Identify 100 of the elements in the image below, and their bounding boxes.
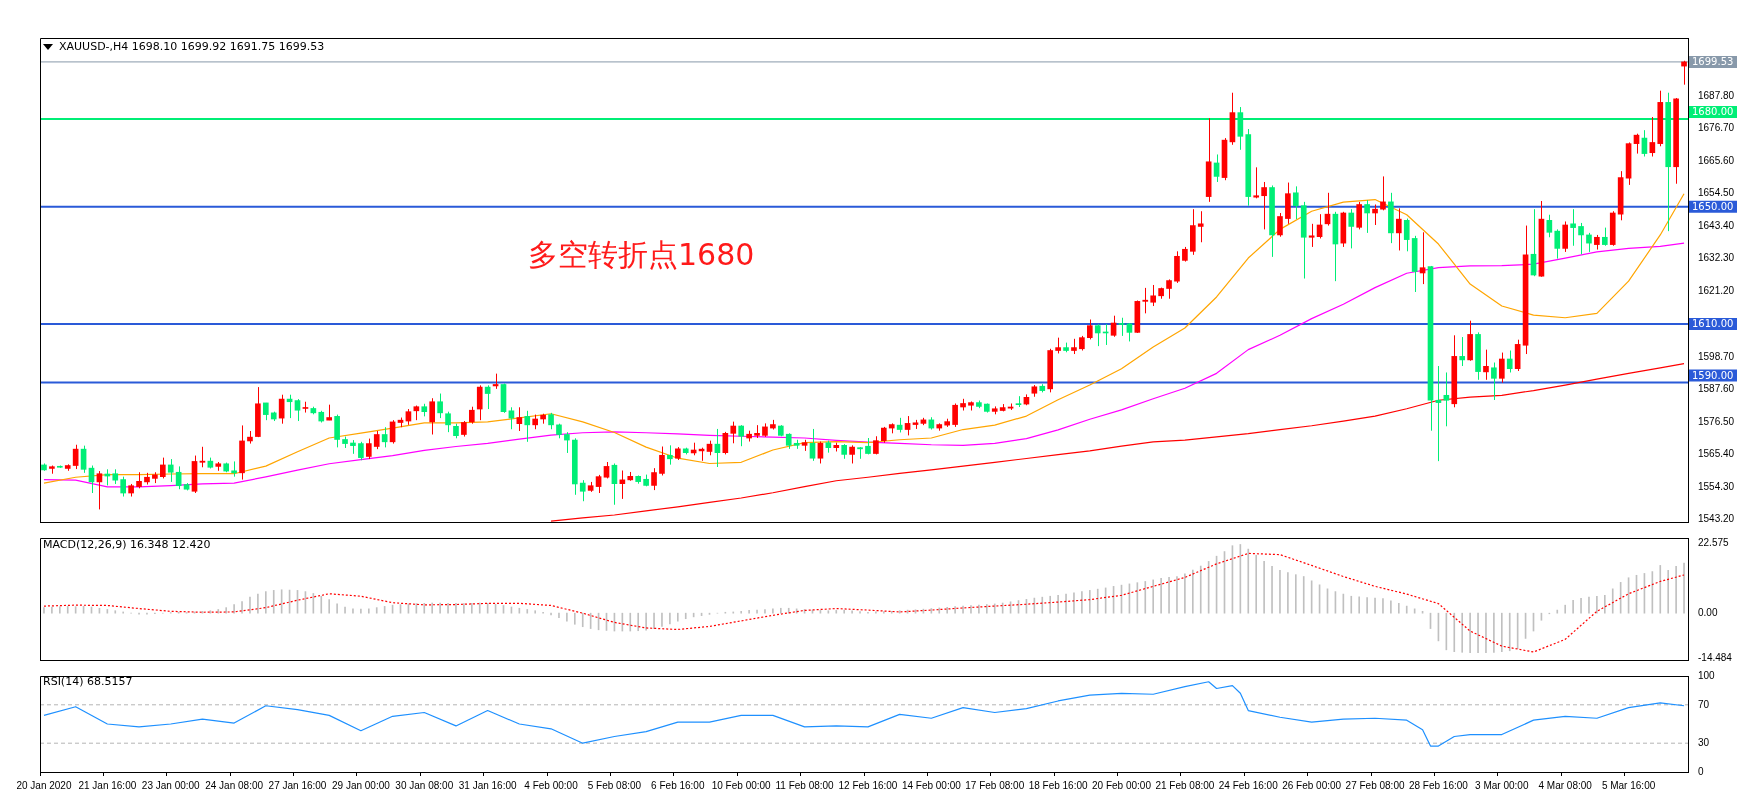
x-tick-label: 3 Mar 00:00 <box>1475 779 1529 791</box>
candlestick <box>1356 201 1363 230</box>
line-series <box>43 552 1685 653</box>
y-tick-label: 1665.60 <box>1698 154 1735 166</box>
ref-line-label: 1610.00 <box>1692 317 1734 329</box>
y-tick-label: 1687.80 <box>1698 89 1735 101</box>
candlestick <box>1292 185 1299 220</box>
candlestick <box>1459 336 1466 367</box>
y-tick-label: 0.00 <box>1698 606 1718 618</box>
annotation: 多空转折点1680 <box>528 236 755 274</box>
candlestick <box>1166 278 1172 300</box>
y-tick-label: 1654.50 <box>1698 187 1735 199</box>
x-tick-label: 12 Feb 16:00 <box>838 779 898 791</box>
chart-title: MACD(12,26,9) 16.348 12.420 <box>43 538 211 551</box>
x-tick-label: 4 Mar 08:00 <box>1538 779 1593 791</box>
y-tick-label: -14.484 <box>1698 651 1733 663</box>
y-tick-label: 70 <box>1698 698 1710 710</box>
y-tick-label: 100 <box>1698 669 1716 681</box>
candlestick <box>358 441 364 461</box>
x-tick-label: 20 Feb 00:00 <box>1092 779 1152 791</box>
x-tick-label: 18 Feb 16:00 <box>1028 779 1089 791</box>
x-tick-label: 26 Feb 00:00 <box>1282 779 1342 791</box>
y-tick-label: 1565.40 <box>1698 448 1735 460</box>
x-tick-label: 14 Feb 00:00 <box>901 779 962 791</box>
candlestick <box>667 444 673 466</box>
candlestick <box>651 467 657 491</box>
candlestick <box>564 431 570 454</box>
candlestick <box>738 424 745 447</box>
x-tick-label: 4 Feb 00:00 <box>524 779 579 791</box>
candlestick <box>516 406 523 432</box>
candlestick <box>373 430 380 450</box>
candlestick <box>199 446 206 468</box>
x-tick-label: 11 Feb 08:00 <box>775 779 835 791</box>
candlestick <box>849 444 855 464</box>
candlestick <box>809 428 816 462</box>
x-tick-label: 27 Feb 08:00 <box>1345 779 1405 791</box>
y-tick-label: 1598.70 <box>1698 350 1735 362</box>
x-tick-label: 10 Feb 00:00 <box>711 779 772 791</box>
ref-line-label: 1699.53 <box>1692 56 1734 67</box>
candlestick <box>1403 218 1410 252</box>
candlestick <box>1491 362 1497 401</box>
candlestick <box>1372 204 1378 226</box>
ref-line-label: 1680.00 <box>1692 106 1734 118</box>
x-tick-label: 21 Jan 16:00 <box>78 779 137 791</box>
candlestick <box>334 414 340 448</box>
chart-title: RSI(14) 68.5157 <box>43 675 133 688</box>
candlestick <box>1150 284 1157 307</box>
candlestick <box>579 479 586 502</box>
x-tick-label: 30 Jan 08:00 <box>395 779 454 791</box>
x-tick-label: 23 Jan 00:00 <box>141 779 201 791</box>
y-tick-label: 1676.70 <box>1698 122 1735 134</box>
x-tick-label: 20 Jan 2020 <box>16 779 72 791</box>
candlestick <box>476 384 483 421</box>
y-tick-label: 0 <box>1698 765 1704 777</box>
candlestick <box>1142 287 1149 314</box>
candlestick <box>1498 352 1505 384</box>
y-tick-label: 1643.40 <box>1698 219 1735 231</box>
x-tick-label: 17 Feb 08:00 <box>965 779 1025 791</box>
chart-title: XAUUSD-,H4 1698.10 1699.92 1691.75 1699.53 <box>59 40 325 53</box>
candlestick <box>595 474 602 494</box>
candlestick <box>1253 166 1260 199</box>
candlestick <box>159 457 166 479</box>
candlestick <box>445 411 451 433</box>
candlestick <box>96 470 103 510</box>
x-tick-label: 29 Jan 00:00 <box>331 779 391 791</box>
y-tick-label: 30 <box>1698 736 1710 748</box>
y-tick-label: 1621.20 <box>1698 284 1735 296</box>
candlestick <box>524 410 531 443</box>
candlestick <box>1578 222 1584 255</box>
candlestick <box>1586 232 1592 253</box>
candlestick <box>1261 181 1267 230</box>
y-tick-label: 22.575 <box>1698 537 1730 549</box>
candlestick <box>1086 319 1093 340</box>
candlestick <box>365 438 372 460</box>
x-tick-label: 5 Mar 16:00 <box>1601 779 1656 791</box>
y-tick-label: 1576.50 <box>1698 415 1735 427</box>
candlestick <box>1601 227 1608 247</box>
candlestick <box>952 402 958 428</box>
candlestick <box>1197 210 1204 243</box>
ref-line-label: 1590.00 <box>1692 369 1734 381</box>
candlestick <box>1094 323 1101 347</box>
candlestick <box>1554 228 1561 260</box>
candlestick <box>294 398 301 422</box>
candlestick <box>659 446 665 476</box>
candlestick <box>1483 349 1489 381</box>
x-tick-label: 24 Jan 08:00 <box>205 779 264 791</box>
x-tick-label: 24 Feb 16:00 <box>1218 779 1279 791</box>
candlestick <box>429 397 436 436</box>
candlestick <box>1364 199 1370 234</box>
candlestick <box>1348 208 1355 249</box>
x-tick-label: 27 Jan 16:00 <box>268 779 327 791</box>
candlestick <box>817 441 824 464</box>
candlestick <box>1308 223 1315 248</box>
x-tick-label: 5 Feb 08:00 <box>587 779 642 791</box>
candlestick <box>1380 175 1386 211</box>
candlestick <box>437 393 443 419</box>
candlestick <box>1570 208 1576 247</box>
x-tick-label: 28 Feb 16:00 <box>1408 779 1469 791</box>
candlestick <box>1118 317 1125 337</box>
candlestick <box>1277 212 1283 238</box>
